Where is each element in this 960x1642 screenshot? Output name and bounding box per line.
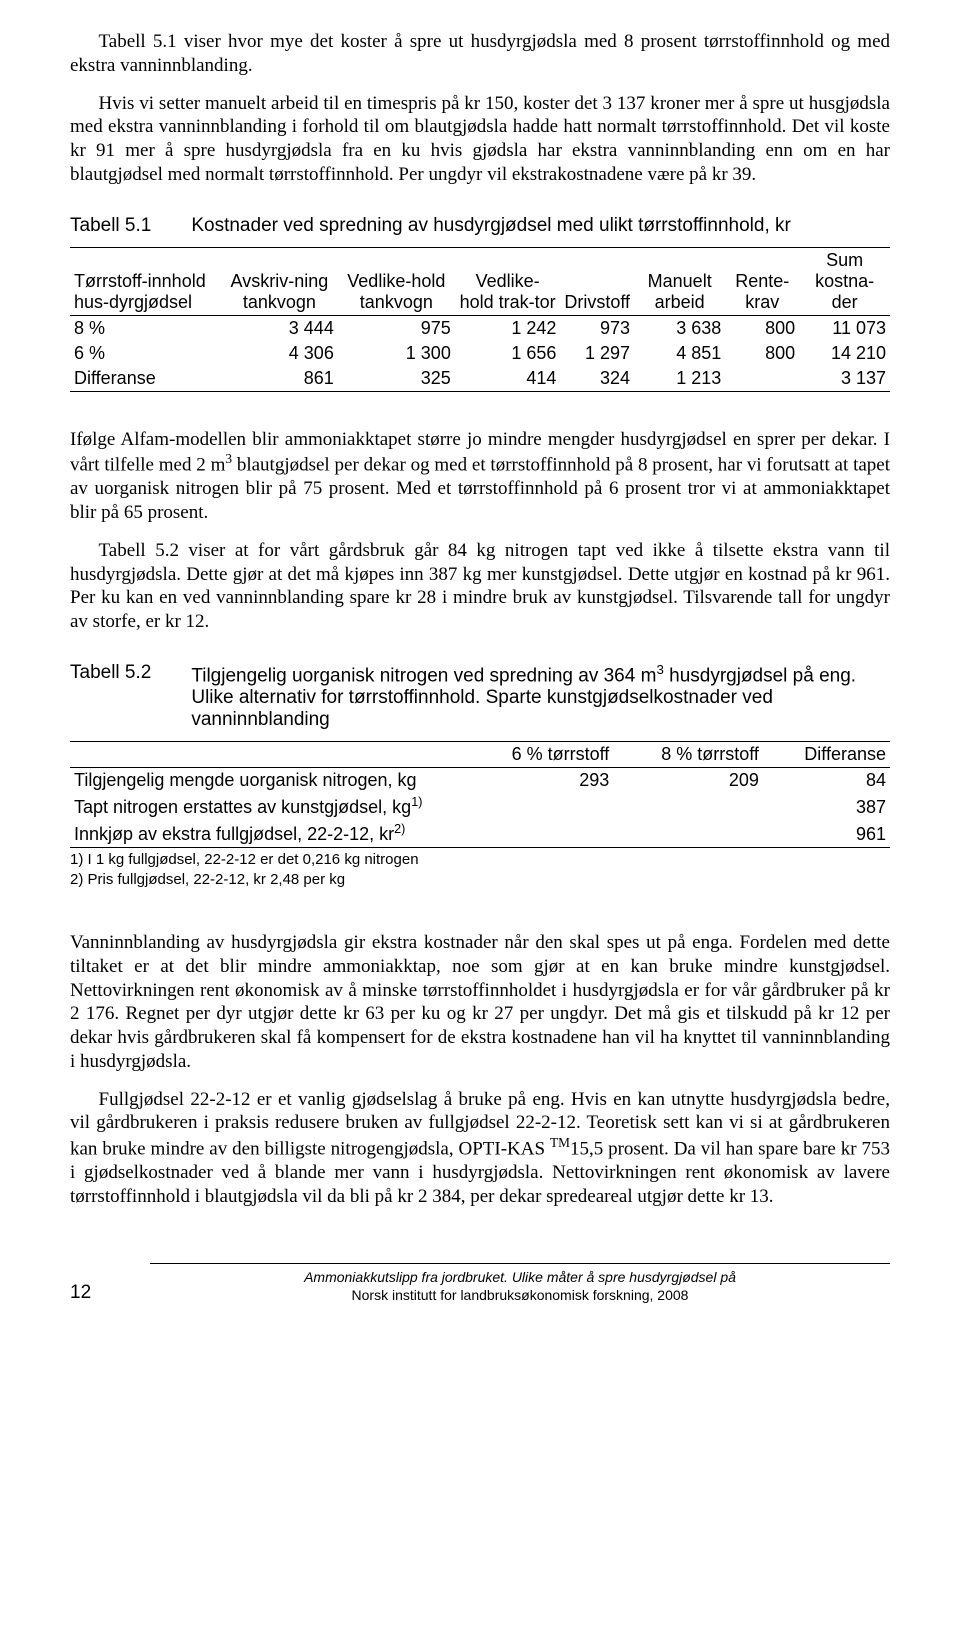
- table-5-1-caption: Tabell 5.1 Kostnader ved spredning av hu…: [70, 215, 890, 237]
- t2-h2: 8 % tørrstoff: [613, 742, 763, 768]
- table-5-1-block: Tabell 5.1 Kostnader ved spredning av hu…: [70, 215, 890, 392]
- t1-h6: Rente-krav: [725, 247, 799, 315]
- table-5-1: Tørrstoff-innhold hus-dyrgjødsel Avskriv…: [70, 247, 890, 392]
- paragraph-5: Vanninnblanding av husdyrgjødsla gir eks…: [70, 931, 890, 1074]
- table-5-2-footnotes: 1) I 1 kg fullgjødsel, 22-2-12 er det 0,…: [70, 850, 890, 889]
- table-5-1-title: Kostnader ved spredning av husdyrgjødsel…: [191, 215, 890, 237]
- paragraph-3: Ifølge Alfam-modellen blir ammoniakktape…: [70, 428, 890, 525]
- t1-h4: Drivstoff: [560, 247, 634, 315]
- table-row: Differanse 861 325 414 324 1 213 3 137: [70, 366, 890, 392]
- t1-h1: Avskriv-ning tankvogn: [221, 247, 338, 315]
- table-5-1-header-row: Tørrstoff-innhold hus-dyrgjødsel Avskriv…: [70, 247, 890, 315]
- t1-h3: Vedlike-hold trak-tor: [455, 247, 561, 315]
- table-row: Tilgjengelig mengde uorganisk nitrogen, …: [70, 768, 890, 794]
- footnote-2: 2) Pris fullgjødsel, 22-2-12, kr 2,48 pe…: [70, 870, 890, 890]
- end-section: Vanninnblanding av husdyrgjødsla gir eks…: [70, 931, 890, 1209]
- page-footer: 12 Ammoniakkutslipp fra jordbruket. Ulik…: [0, 1257, 960, 1314]
- paragraph-6: Fullgjødsel 22-2-12 er et vanlig gjødsel…: [70, 1088, 890, 1209]
- footnote-1: 1) I 1 kg fullgjødsel, 22-2-12 er det 0,…: [70, 850, 890, 870]
- publication-info: Ammoniakkutslipp fra jordbruket. Ulike m…: [150, 1263, 890, 1304]
- table-5-2-caption: Tabell 5.2 Tilgjengelig uorganisk nitrog…: [70, 662, 890, 731]
- page: Tabell 5.1 viser hvor mye det koster å s…: [0, 0, 960, 1257]
- table-5-2-title: Tilgjengelig uorganisk nitrogen ved spre…: [191, 662, 890, 731]
- t1-h5: Manuelt arbeid: [634, 247, 725, 315]
- table-5-1-label: Tabell 5.1: [70, 215, 191, 237]
- table-5-2-header-row: 6 % tørrstoff 8 % tørrstoff Differanse: [70, 742, 890, 768]
- t1-h2: Vedlike-hold tankvogn: [338, 247, 455, 315]
- paragraph-2: Hvis vi setter manuelt arbeid til en tim…: [70, 92, 890, 187]
- table-5-2-label: Tabell 5.2: [70, 662, 191, 684]
- table-row: Innkjøp av ekstra fullgjødsel, 22-2-12, …: [70, 820, 890, 848]
- mid-section: Ifølge Alfam-modellen blir ammoniakktape…: [70, 428, 890, 634]
- t2-h0: [70, 742, 464, 768]
- t2-h1: 6 % tørrstoff: [464, 742, 614, 768]
- table-row: 6 % 4 306 1 300 1 656 1 297 4 851 800 14…: [70, 341, 890, 366]
- paragraph-4: Tabell 5.2 viser at for vårt gårdsbruk g…: [70, 539, 890, 634]
- table-5-2: 6 % tørrstoff 8 % tørrstoff Differanse T…: [70, 741, 890, 848]
- table-row: 8 % 3 444 975 1 242 973 3 638 800 11 073: [70, 315, 890, 341]
- intro-section: Tabell 5.1 viser hvor mye det koster å s…: [70, 30, 890, 187]
- t2-h3: Differanse: [763, 742, 890, 768]
- t1-h7: Sum kostna-der: [799, 247, 890, 315]
- pub-title: Ammoniakkutslipp fra jordbruket. Ulike m…: [304, 1269, 736, 1285]
- table-row: Tapt nitrogen erstattes av kunstgjødsel,…: [70, 793, 890, 820]
- pub-source: Norsk institutt for landbruksøkonomisk f…: [150, 1286, 890, 1304]
- page-number: 12: [70, 1282, 110, 1304]
- table-5-2-block: Tabell 5.2 Tilgjengelig uorganisk nitrog…: [70, 662, 890, 889]
- paragraph-1: Tabell 5.1 viser hvor mye det koster å s…: [70, 30, 890, 78]
- t1-h0: Tørrstoff-innhold hus-dyrgjødsel: [70, 247, 221, 315]
